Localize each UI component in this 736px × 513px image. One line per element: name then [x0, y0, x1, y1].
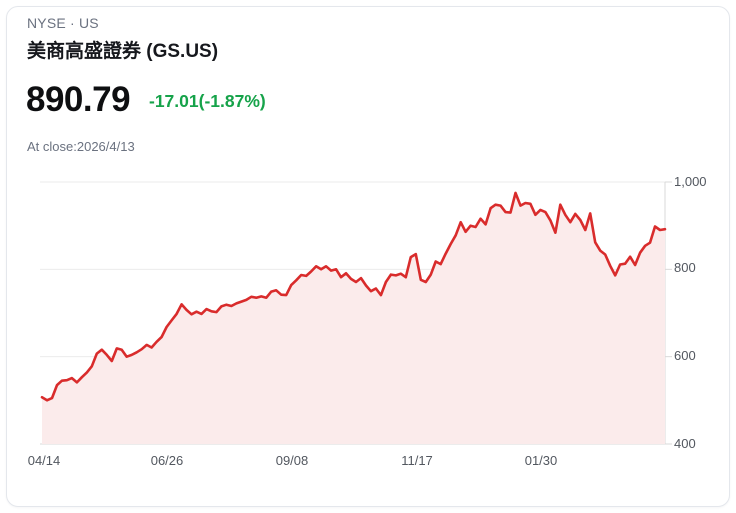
y-axis-tick-label: 600 [674, 348, 696, 363]
y-axis-tick-label: 1,000 [674, 174, 707, 189]
price-change: -17.01(-1.87%) [149, 91, 266, 111]
last-price: 890.79 [26, 80, 131, 119]
y-axis-tick-label: 800 [674, 260, 696, 275]
x-axis-tick-label: 09/08 [275, 453, 309, 468]
at-close-timestamp: At close:2026/4/13 [27, 139, 135, 154]
x-axis-tick-label: 11/17 [401, 453, 433, 468]
y-axis-tick-label: 400 [674, 436, 696, 451]
x-axis-tick-label: 04/14 [27, 453, 61, 468]
x-axis-tick-label: 06/26 [150, 453, 184, 468]
stock-title: 美商高盛證券 (GS.US) [27, 41, 219, 62]
x-axis-tick-label: 01/30 [524, 453, 558, 468]
price-area-fill [42, 192, 665, 444]
price-line[interactable] [40, 191, 667, 402]
exchange-label: NYSE · US [27, 15, 99, 31]
